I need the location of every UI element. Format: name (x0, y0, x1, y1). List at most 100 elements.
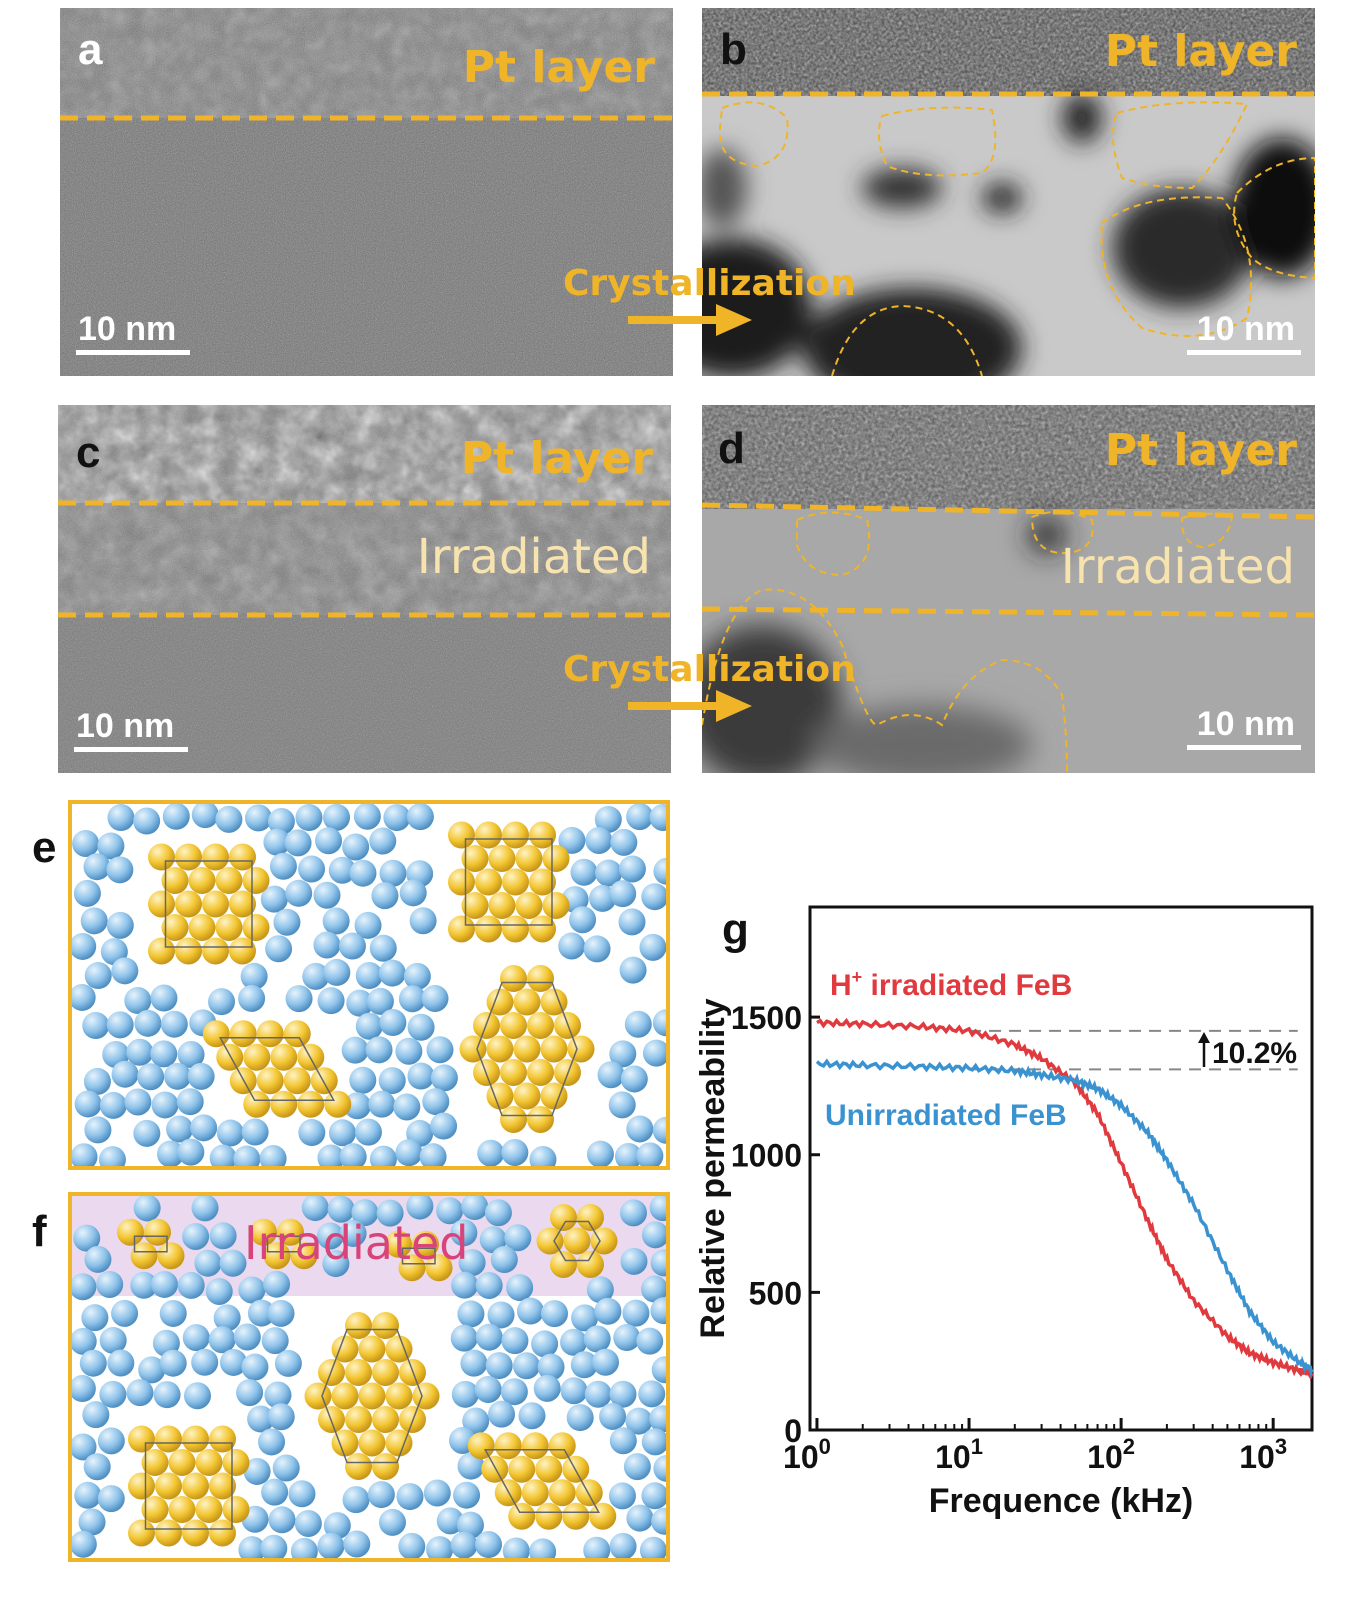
crystal-atom (242, 867, 270, 895)
amorphous-atom (238, 1276, 266, 1304)
amorphous-atom (619, 1199, 647, 1227)
amorphous-atom (79, 1349, 107, 1377)
amorphous-atom (609, 1532, 637, 1558)
annotation-arrowhead (1198, 1032, 1210, 1043)
amorphous-atom (327, 1196, 355, 1223)
amorphous-atom (369, 934, 397, 962)
amorphous-atom (339, 1219, 367, 1247)
crystal-atom (331, 1382, 359, 1410)
amorphous-atom (653, 1454, 666, 1482)
amorphous-atom (583, 1536, 611, 1558)
crystal-atom (229, 843, 256, 871)
crystal-atom (256, 1020, 284, 1048)
amorphous-atom (583, 935, 611, 963)
amorphous-atom (72, 1327, 97, 1355)
amorphous-atom (341, 1036, 369, 1064)
amorphous-atom (639, 933, 666, 961)
pt-layer-label-a: Pt layer (462, 42, 655, 93)
amorphous-atom (107, 804, 135, 832)
amorphous-atom (354, 1118, 382, 1146)
crystal-atom (175, 937, 202, 965)
crystal-atom (385, 1429, 413, 1457)
amorphous-atom (351, 1199, 379, 1227)
amorphous-atom (244, 804, 272, 832)
amorphous-atom (487, 1301, 515, 1329)
amorphous-atom (638, 1380, 666, 1408)
amorphous-atom (430, 1112, 458, 1140)
amorphous-atom (516, 1297, 544, 1325)
crystal-atom (502, 868, 529, 896)
amorphous-atom (191, 1196, 219, 1222)
amorphous-atom (106, 911, 134, 939)
crystal-outline (476, 981, 578, 1117)
crystal-atom (494, 1432, 522, 1460)
amorphous-atom (80, 907, 108, 935)
amorphous-atom (260, 885, 288, 913)
amorphous-atom (99, 1326, 127, 1354)
amorphous-atom (261, 1478, 289, 1506)
crystal-atom (529, 821, 556, 849)
amorphous-atom (353, 804, 381, 830)
amorphous-atom (130, 1271, 158, 1299)
crystal-atom (527, 1012, 554, 1040)
amorphous-atom (366, 987, 394, 1015)
crystal-atom (527, 1105, 554, 1133)
amorphous-atom (84, 1245, 112, 1273)
amorphous-atom (512, 1352, 540, 1380)
amorphous-atom (649, 1196, 666, 1222)
amorphous-atom (355, 962, 383, 990)
crystal-atom (182, 1519, 209, 1547)
amorphous-atom (537, 1353, 565, 1381)
crystal-atom (157, 1242, 185, 1270)
amorphous-atom (316, 1222, 344, 1250)
x-tick-label: 102 (1087, 1434, 1135, 1475)
crystal-atom (195, 1449, 223, 1477)
amorphous-atom (187, 1062, 215, 1090)
amorphous-atom (426, 1536, 454, 1558)
scale-label-c: 10 nm (76, 707, 175, 745)
amorphous-atom (182, 1324, 210, 1352)
scale-label-d: 10 nm (1196, 705, 1295, 743)
amorphous-atom (349, 859, 377, 887)
crystal-atom (345, 1405, 372, 1433)
crystal-atom (155, 1472, 182, 1500)
crystal-atom (216, 1043, 244, 1071)
amorphous-atom (339, 1143, 367, 1166)
crystal-atom (331, 1429, 359, 1457)
amorphous-atom (313, 931, 341, 959)
amorphous-atom (288, 1480, 316, 1508)
amorphous-atom (624, 1010, 652, 1038)
crystal-atom (540, 1082, 568, 1110)
amorphous-atom (354, 911, 382, 939)
amorphous-atom (383, 804, 411, 832)
amorphous-atom (177, 1271, 205, 1299)
amorphous-atom (426, 1036, 454, 1064)
amorphous-atom (267, 1299, 295, 1327)
amorphous-atom (529, 1538, 557, 1558)
amorphous-atom (396, 1483, 424, 1511)
crystal-atom (324, 1090, 352, 1118)
crystal-atom (577, 1204, 604, 1232)
amorphous-atom (247, 1405, 275, 1433)
amorphous-atom (209, 1144, 237, 1166)
amorphous-atom (652, 1116, 666, 1144)
crystal-atom (548, 1432, 576, 1460)
crystal-atom (502, 821, 529, 849)
amorphous-atom (73, 879, 101, 907)
amorphous-atom (407, 1062, 435, 1090)
crystal-atom (297, 1090, 325, 1118)
crystal-atom (130, 1242, 158, 1270)
crystal-atom (222, 1449, 250, 1477)
amorphous-atom (261, 1327, 289, 1355)
amorphous-atom (205, 1277, 233, 1305)
crystallization-label-top: Crystallization (563, 263, 856, 304)
panel-label-e: e (32, 823, 57, 872)
amorphous-atom (618, 908, 646, 936)
amorphous-atom (450, 1324, 478, 1352)
amorphous-atom (259, 1144, 287, 1166)
crystal-atom (358, 1429, 386, 1457)
amorphous-atom (269, 852, 297, 880)
amorphous-atom (328, 1119, 356, 1147)
amorphous-atom (485, 1352, 513, 1380)
amorphous-atom (267, 1403, 295, 1431)
